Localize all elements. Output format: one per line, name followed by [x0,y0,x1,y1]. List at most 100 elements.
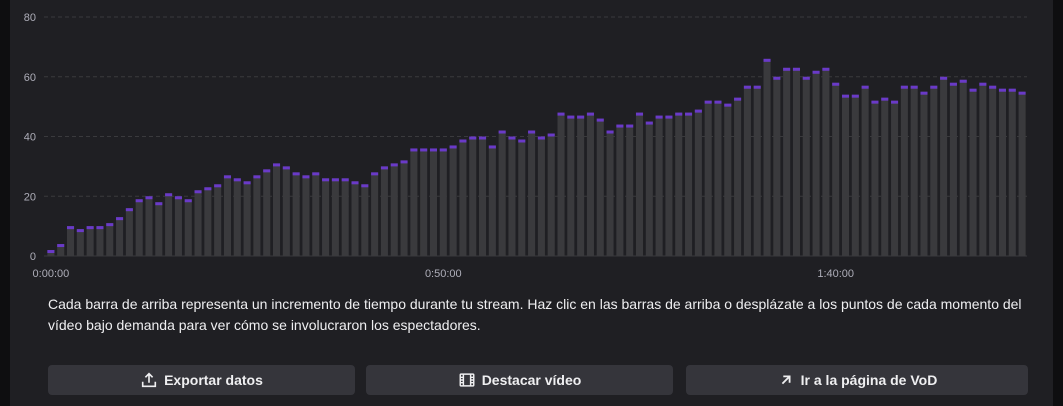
chart-bar[interactable] [920,91,928,256]
chart-bar[interactable] [577,115,585,256]
chart-bar[interactable] [390,163,398,256]
chart-bar[interactable] [380,166,388,257]
chart-bar[interactable] [557,112,565,256]
chart-bar[interactable] [322,178,330,256]
chart-bar[interactable] [155,202,163,256]
chart-bar[interactable] [537,136,545,257]
chart-bar[interactable] [518,139,526,256]
chart-bar[interactable] [645,121,653,256]
chart-bar[interactable] [1018,91,1026,256]
chart-bar[interactable] [861,85,869,257]
chart-bar[interactable] [989,85,997,257]
chart-bar[interactable] [655,115,663,256]
chart-bar[interactable] [263,169,271,256]
chart-bar[interactable] [410,148,418,256]
chart-bar[interactable] [86,226,94,257]
chart-bar[interactable] [459,139,467,256]
chart-bar[interactable] [851,94,859,256]
chart-bar[interactable] [508,136,516,257]
chart-bar[interactable] [292,172,300,256]
chart-bar[interactable] [243,181,251,256]
chart-bar[interactable] [900,85,908,257]
chart-bar[interactable] [949,82,957,256]
chart-bar[interactable] [685,112,693,256]
chart-bar[interactable] [734,97,742,256]
chart-bar[interactable] [47,250,55,256]
chart-bar[interactable] [675,112,683,256]
chart-bar[interactable] [616,124,624,256]
chart-bar[interactable] [135,199,143,256]
chart-bar[interactable] [439,148,447,256]
chart-bar[interactable] [223,175,232,256]
chart-bar[interactable] [204,187,212,256]
chart-bar[interactable] [802,76,810,256]
chart-bar[interactable] [282,166,290,257]
chart-bar[interactable] [57,244,65,256]
chart-bar[interactable] [194,190,202,256]
chart-bar[interactable] [184,199,192,256]
chart-bar[interactable] [302,175,310,256]
chart-bar[interactable] [959,79,967,257]
chart-bar[interactable] [273,163,281,256]
chart-bar[interactable] [1008,88,1016,256]
chart-bar[interactable] [361,184,369,256]
chart-bar[interactable] [351,181,359,256]
chart-bar[interactable] [783,67,791,256]
chart-bar[interactable] [469,136,477,257]
chart-bar[interactable] [400,160,408,256]
chart-bar[interactable] [596,118,604,256]
chart-bar[interactable] [214,184,222,256]
chart-bar[interactable] [253,175,261,256]
chart-bar[interactable] [116,217,124,256]
chart-bar[interactable] [665,115,673,256]
chart-bar[interactable] [498,130,506,256]
chart-bar[interactable] [331,178,339,256]
chart-bar[interactable] [714,100,722,257]
chart-bar[interactable] [743,85,751,257]
chart-bar[interactable] [773,76,781,256]
chart-bar[interactable] [753,85,761,257]
chart-bar[interactable] [812,70,820,256]
chart-bar[interactable] [910,85,918,257]
chart-bar[interactable] [841,94,850,256]
chart-bar[interactable] [891,100,899,257]
chart-bar[interactable] [724,103,732,256]
chart-bar[interactable] [479,136,487,257]
chart-bar[interactable] [940,76,948,256]
chart-bar[interactable] [371,172,379,256]
chart-bar[interactable] [429,148,438,256]
chart-bar[interactable] [694,109,702,256]
chart-bar[interactable] [106,223,114,256]
chart-bar[interactable] [871,100,879,257]
chart-bar[interactable] [174,196,182,256]
chart-bar[interactable] [125,208,133,256]
chart-bar[interactable] [881,97,889,256]
chart-bar[interactable] [792,67,800,256]
chart-bar[interactable] [930,85,938,257]
chart-bar[interactable] [66,226,75,257]
chart-bar[interactable] [567,115,575,256]
chart-bar[interactable] [312,172,320,256]
chart-bar[interactable] [165,193,173,256]
chart-bar[interactable] [449,145,457,256]
chart-bar[interactable] [528,130,536,256]
chart-bar[interactable] [96,226,104,257]
chart-bar[interactable] [763,58,771,256]
chart-bar[interactable] [635,112,644,256]
chart-bar[interactable] [606,130,614,256]
chart-bar[interactable] [626,124,634,256]
chart-bar[interactable] [586,112,594,256]
chart-bar[interactable] [822,67,830,256]
chart-bar[interactable] [233,178,241,256]
chart-bar[interactable] [420,148,428,256]
chart-bar[interactable] [998,88,1006,256]
highlight-video-button[interactable]: Destacar vídeo [366,365,673,395]
chart-bar[interactable] [547,133,555,256]
vod-page-button[interactable]: Ir a la página de VoD [686,365,1028,395]
chart-bar[interactable] [341,178,349,256]
export-data-button[interactable]: Exportar datos [48,365,355,395]
chart-bar[interactable] [979,82,987,256]
chart-bar[interactable] [76,229,84,256]
chart-bar[interactable] [832,82,840,256]
chart-bar[interactable] [969,88,977,256]
